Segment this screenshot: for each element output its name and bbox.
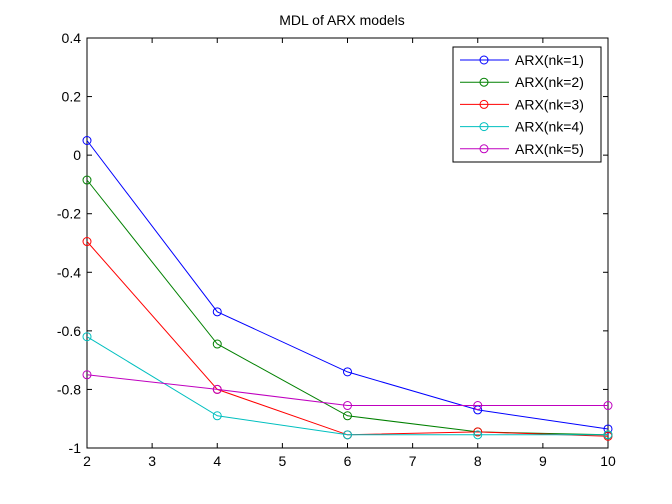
series-4-point bbox=[473, 430, 483, 440]
legend-label-5: ARX(nk=5) bbox=[515, 141, 584, 157]
y-tick-label: 0.4 bbox=[62, 30, 82, 46]
legend-label-3: ARX(nk=3) bbox=[515, 96, 584, 112]
series-1-point bbox=[343, 367, 352, 377]
series-1-point bbox=[82, 136, 92, 145]
legend-marker-3 bbox=[479, 99, 489, 109]
series-3-point bbox=[473, 427, 483, 437]
chart-title: MDL of ARX models bbox=[279, 12, 405, 28]
legend-label-4: ARX(nk=4) bbox=[515, 119, 584, 135]
x-tick-label: 9 bbox=[539, 453, 547, 469]
legend: ARX(nk=1) ARX(nk=2) ARX(nk=3) ARX(nk=4) ARX(… bbox=[452, 46, 602, 163]
series-2-point bbox=[82, 175, 92, 185]
x-tick-label: 4 bbox=[213, 453, 221, 469]
legend-marker-4 bbox=[479, 122, 489, 132]
x-tick-label: 3 bbox=[148, 453, 156, 469]
x-tick-label: 7 bbox=[409, 453, 417, 469]
y-tick-label: -0.6 bbox=[57, 323, 81, 339]
series-line-5 bbox=[86, 374, 608, 406]
series-3-point bbox=[82, 237, 92, 247]
series-5-point bbox=[603, 401, 613, 411]
series-5-point bbox=[82, 370, 92, 380]
x-tick-label: 6 bbox=[344, 453, 352, 469]
series-2-point bbox=[212, 339, 222, 349]
legend-label-1: ARX(nk=1) bbox=[515, 52, 584, 68]
series-line-4 bbox=[86, 336, 608, 436]
series-4-point bbox=[212, 411, 222, 421]
series-line-1 bbox=[86, 140, 609, 430]
series-1-point bbox=[212, 307, 222, 317]
legend-marker-5 bbox=[479, 144, 489, 154]
series-5-point bbox=[212, 384, 222, 394]
x-tick-label: 5 bbox=[278, 453, 286, 469]
series-4-point bbox=[82, 332, 92, 342]
y-tick-label: -0.2 bbox=[57, 206, 81, 222]
series-4-point bbox=[343, 430, 352, 440]
y-tick-label: -0.4 bbox=[57, 264, 81, 280]
y-tick-label: 0 bbox=[73, 147, 81, 163]
x-tick-label: 2 bbox=[83, 453, 91, 469]
x-tick-label: 10 bbox=[600, 453, 616, 469]
series-2-point bbox=[343, 411, 352, 421]
series-1-point bbox=[603, 424, 613, 434]
y-tick-label: -1 bbox=[69, 440, 82, 456]
x-tick-label: 8 bbox=[474, 453, 482, 469]
y-tick-label: 0.2 bbox=[62, 89, 82, 105]
y-tick-label: -0.8 bbox=[57, 381, 81, 397]
series-5-point bbox=[473, 401, 483, 411]
legend-marker-1 bbox=[479, 55, 489, 65]
legend-label-2: ARX(nk=2) bbox=[515, 74, 584, 90]
legend-marker-2 bbox=[479, 77, 489, 87]
series-5-point bbox=[343, 401, 352, 411]
series-4-point bbox=[603, 430, 613, 440]
